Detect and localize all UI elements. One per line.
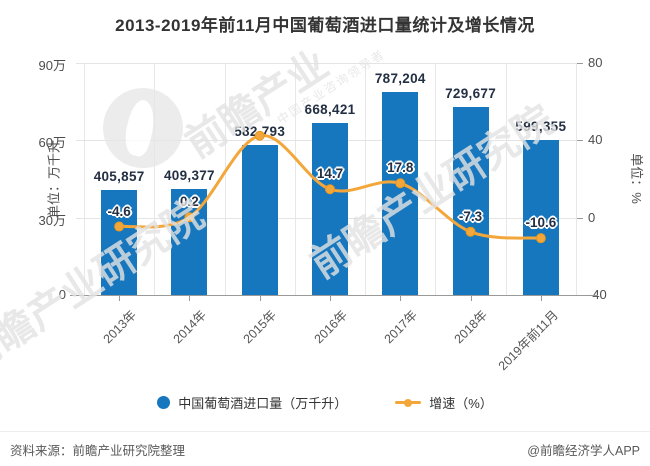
bar-value-label: 409,377 [163,168,215,184]
import-volume-bar [452,106,489,295]
growth-data-point [184,212,195,223]
vertical-gridline [505,63,507,295]
left-axis-tick-label: 60万 [38,135,66,151]
right-axis-tick [577,63,583,64]
left-axis-tick-label: 0 [58,287,66,302]
x-axis-tick [400,296,402,301]
x-axis-tick [470,296,472,301]
footer: 资料来源：前瞻产业研究院整理 @前瞻经济学人APP [0,431,650,466]
x-axis-tick [119,296,121,301]
vertical-gridline [154,63,156,295]
x-axis-line [70,295,598,296]
growth-value-label: -10.6 [525,215,557,231]
vertical-gridline [84,63,85,295]
growth-data-point [325,184,335,195]
vertical-gridline [224,63,226,295]
legend-item-imports: 中国葡萄酒进口量（万千升） [157,393,347,412]
legend: 中国葡萄酒进口量（万千升） 增速（%） [0,393,650,412]
chart-title: 2013-2019年前11月中国葡萄酒进口量统计及增长情况 [115,16,535,35]
x-axis-tick [259,296,261,301]
x-axis-tick [540,296,542,301]
growth-value-label: 17.8 [387,160,414,176]
left-axis-tick-label: 90万 [38,58,66,73]
line-dot-marker-icon [395,396,422,409]
vertical-gridline [435,63,437,295]
right-axis-tick-label: 0 [588,209,596,225]
bar-value-label: 729,677 [445,85,497,101]
right-axis-tick-label: 80 [588,55,603,70]
vertical-gridline [576,63,577,295]
legend-label-imports: 中国葡萄酒进口量（万千升） [178,396,348,411]
x-axis-tick [189,296,191,301]
vertical-gridline [365,63,367,295]
x-axis-tick [330,296,331,301]
right-axis-tick [577,140,583,142]
growth-value-label: 0.2 [180,194,199,210]
growth-value-label: -4.6 [107,203,131,219]
import-volume-bar [312,122,348,295]
legend-item-growth: 增速（%） [395,393,493,412]
growth-data-point [465,226,476,237]
import-volume-bar [241,144,278,295]
qianzhan-logo-watermark [103,88,183,168]
growth-data-point [114,221,125,232]
right-axis-tick-label: -40 [588,287,607,302]
import-volume-bar [101,190,138,295]
horizontal-gridline [76,63,580,64]
bar-value-label: 668,421 [304,101,356,117]
right-axis-tick-label: 40 [588,132,603,148]
circle-marker-icon [157,396,171,409]
vertical-gridline [294,63,296,295]
right-axis-tick [577,217,583,219]
import-volume-bar [382,92,419,295]
left-axis-tick-label: 30万 [38,212,66,228]
growth-data-point [254,130,265,141]
import-volume-bar [522,140,559,295]
growth-data-point [535,233,546,244]
bar-value-label: 599,355 [515,119,567,135]
growth-value-label: 14.7 [316,166,344,182]
growth-value-label: -7.3 [458,208,483,224]
data-source-text: 资料来源：前瞻产业研究院整理 [10,443,186,458]
bar-value-label: 405,857 [93,169,145,185]
growth-data-point [395,178,406,189]
legend-label-growth: 增速（%） [429,396,493,411]
bar-value-label: 787,204 [374,71,426,87]
credit-text: @前瞻经济学人APP [527,443,640,458]
